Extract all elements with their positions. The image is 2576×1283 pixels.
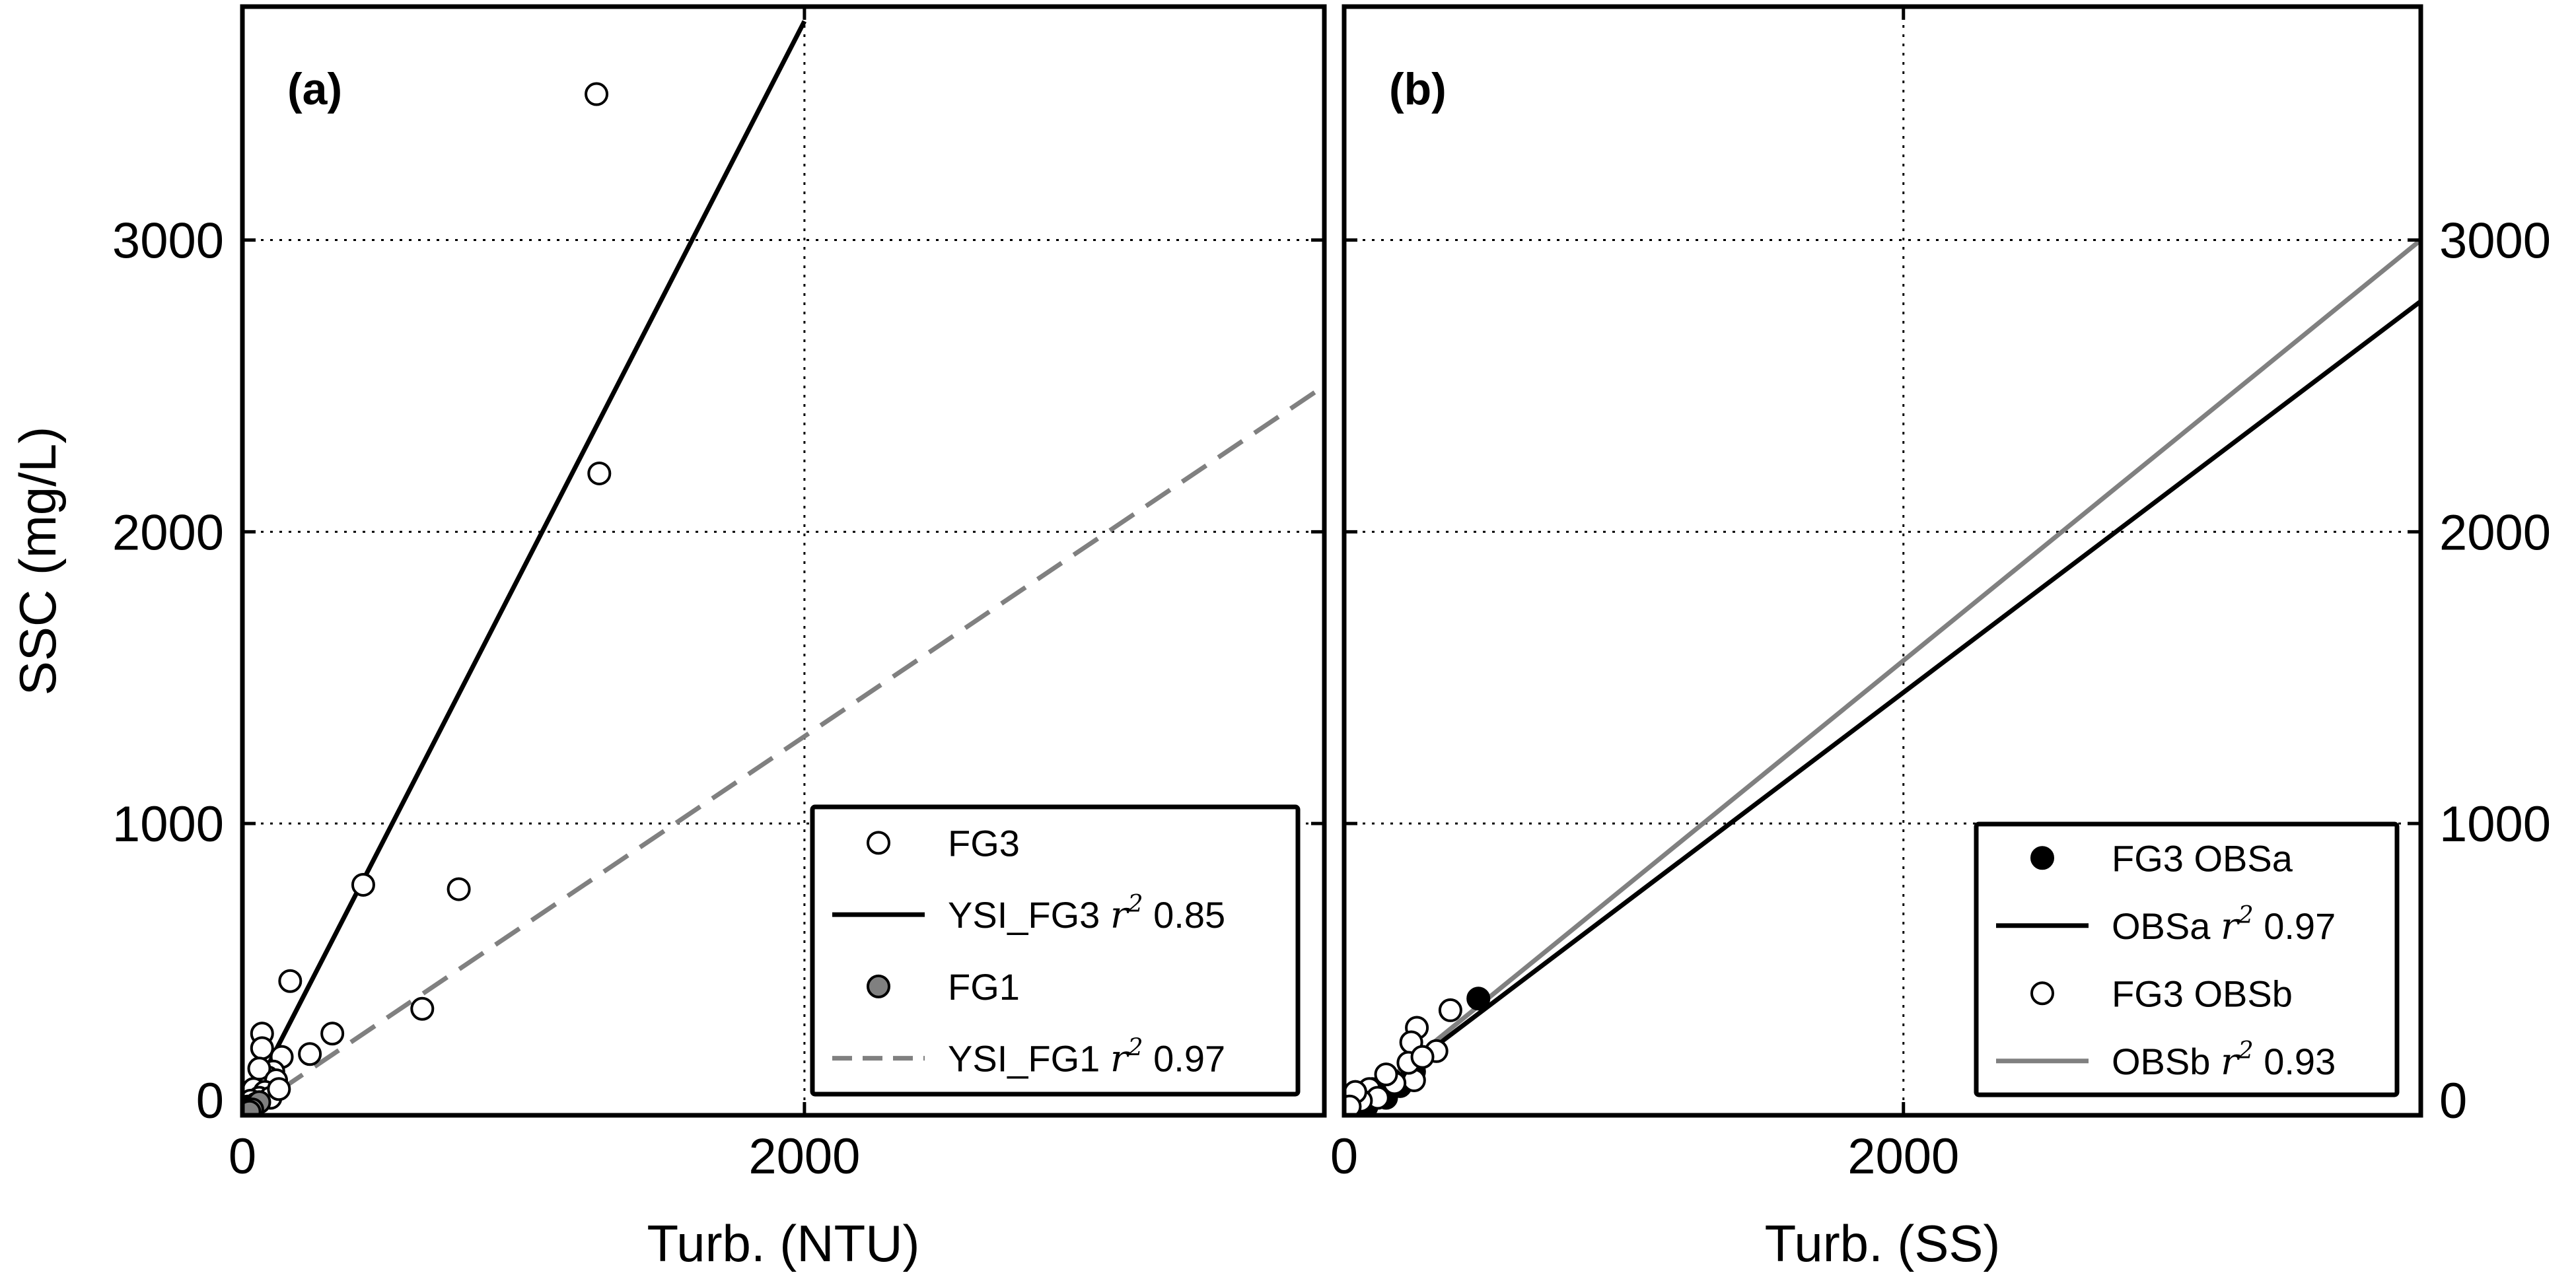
legend-box [1974, 821, 2400, 1097]
y-tick-label: 0 [2439, 1073, 2467, 1129]
y-tick-label: 3000 [112, 213, 224, 269]
legend-label: OBSa r2 0.97 [2112, 902, 2336, 948]
legend-label: FG3 OBSb [2112, 973, 2293, 1014]
legend-marker [2030, 846, 2054, 870]
y-tick-label: 1000 [2439, 796, 2551, 852]
legend-label: FG3 OBSa [2112, 837, 2293, 879]
data-point [267, 1077, 291, 1101]
data-point [1438, 998, 1462, 1022]
data-point [351, 872, 375, 897]
data-point [1374, 1062, 1398, 1087]
y-tick-label: 3000 [2439, 213, 2551, 269]
legend-box [810, 804, 1301, 1097]
data-point [585, 82, 609, 106]
legend-label: OBSb r2 0.93 [2112, 1037, 2336, 1084]
plot-area [242, 20, 1324, 1115]
legend-label: YSI_FG3 r2 0.85 [948, 891, 1225, 937]
legend-item: OBSa r2 0.97 [1996, 902, 2336, 948]
panel-a: 0 2000 0 1000 2000 3000 Turb. (NTU) SSC (mg/L) (… [9, 4, 1327, 1272]
data-point [320, 1022, 345, 1046]
legend-item: FG3 OBSa [2030, 837, 2293, 879]
legend-item: OBSb r2 0.93 [1996, 1037, 2336, 1084]
legend-marker [867, 974, 890, 998]
data-point [587, 461, 612, 485]
legend: FG3 OBSa OBSa r2 0.97 FG3 OBSb OBSb r2 0.93 [1974, 821, 2400, 1097]
legend-item: YSI_FG3 r2 0.85 [832, 891, 1225, 937]
y-tick-label: 0 [196, 1073, 224, 1129]
x-axis-title: Turb. (NTU) [647, 1214, 919, 1272]
data-point [410, 996, 435, 1021]
x-tick-label: 0 [229, 1128, 256, 1185]
legend-item: YSI_FG1 r2 0.97 [832, 1035, 1225, 1081]
y-tick-label: 1000 [112, 796, 224, 852]
panel-b: 0 2000 0 1000 2000 3000 Turb. (SS) (b) FG3 OBSa O… [1330, 4, 2551, 1272]
data-point [1344, 1094, 1362, 1115]
series-line [1344, 238, 2421, 1115]
y-tick-label: 2000 [112, 504, 224, 561]
legend-label: FG3 [948, 822, 1020, 864]
plot-area [1344, 238, 2421, 1115]
series-line [242, 20, 807, 1115]
legend-marker [867, 831, 890, 855]
legend-item: FG1 [867, 966, 1020, 1008]
data-point [447, 877, 471, 901]
legend-label: YSI_FG1 r2 0.97 [948, 1035, 1225, 1081]
data-point [242, 1099, 262, 1115]
y-axis-title: SSC (mg/L) [9, 427, 67, 695]
x-axis-title: Turb. (SS) [1765, 1214, 2001, 1272]
data-point [1466, 987, 1491, 1011]
plot-frame [240, 4, 1327, 1118]
x-tick-label: 2000 [748, 1128, 860, 1185]
legend-item: FG3 [867, 822, 1020, 864]
panel-label: (a) [287, 64, 342, 114]
data-point [1410, 1045, 1435, 1069]
legend-item: FG3 OBSb [2030, 973, 2293, 1014]
series-line [1344, 299, 2421, 1115]
x-tick-label: 0 [1330, 1128, 1358, 1185]
data-point [250, 1036, 274, 1060]
legend-label: FG1 [948, 966, 1020, 1008]
data-point [298, 1042, 322, 1066]
panel-label: (b) [1389, 64, 1447, 114]
legend-marker [2030, 981, 2054, 1006]
y-tick-label: 2000 [2439, 504, 2551, 561]
plot-frame [1342, 4, 2423, 1118]
data-point [278, 969, 303, 993]
legend: FG3 YSI_FG3 r2 0.85 FG1 YSI_FG1 r2 0.97 [810, 804, 1301, 1097]
x-tick-label: 2000 [1847, 1128, 1959, 1185]
